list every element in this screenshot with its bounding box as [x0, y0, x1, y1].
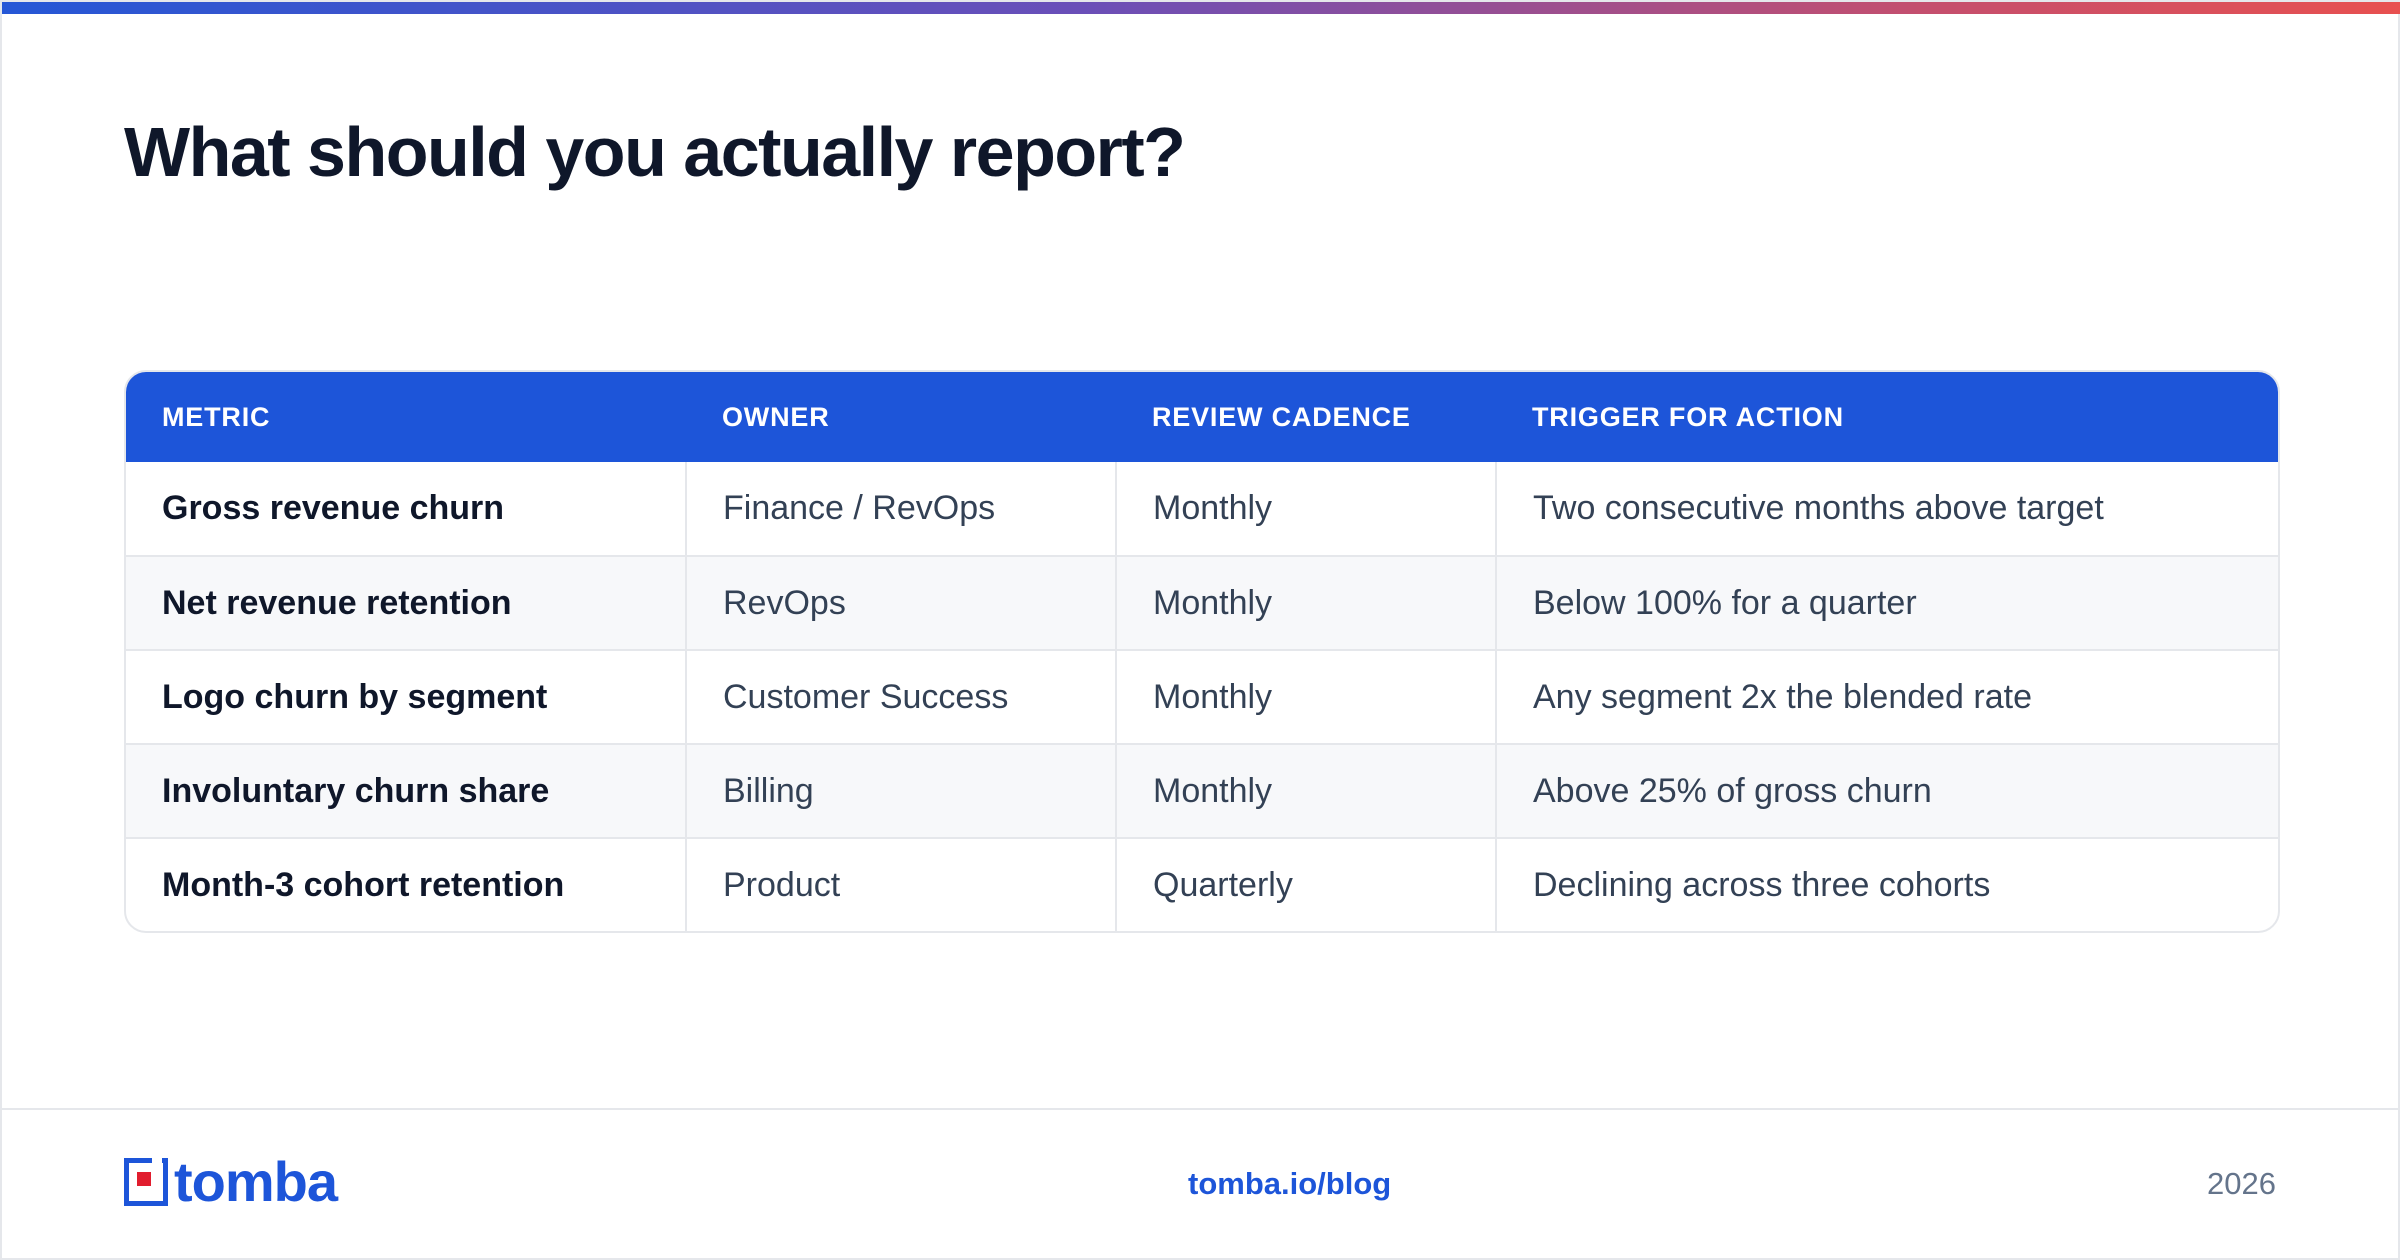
- header-trigger-for-action: TRIGGER FOR ACTION: [1532, 401, 1844, 432]
- logo-wordmark: tomba: [174, 1150, 338, 1213]
- cell-metric: Net revenue retention: [126, 555, 686, 650]
- header-metric: METRIC: [162, 401, 271, 432]
- tomba-logo[interactable]: tomba: [124, 1150, 338, 1213]
- table-row: Month-3 cohort retention Product Quarter…: [126, 837, 2278, 931]
- metrics-table-grid: METRIC OWNER REVIEW CADENCE TRIGGER FOR …: [126, 372, 2278, 931]
- cell-trigger: Above 25% of gross churn: [1495, 743, 2278, 838]
- cell-metric: Logo churn by segment: [126, 649, 686, 744]
- cell-cadence: Monthly: [1115, 462, 1496, 556]
- blog-link[interactable]: tomba.io/blog: [1188, 1166, 1392, 1201]
- cell-trigger: Two consecutive months above target: [1495, 462, 2278, 556]
- cell-owner: Customer Success: [685, 649, 1116, 744]
- cell-metric: Involuntary churn share: [126, 743, 686, 838]
- cell-owner: Finance / RevOps: [685, 462, 1116, 556]
- tomba-logo-mark-icon: [124, 1158, 168, 1206]
- cell-owner: Product: [685, 837, 1116, 931]
- cell-owner: RevOps: [685, 555, 1116, 650]
- cell-metric: Month-3 cohort retention: [126, 837, 686, 931]
- footer-year: 2026: [2207, 1166, 2276, 1201]
- footer-divider: [2, 1108, 2400, 1110]
- cell-trigger: Any segment 2x the blended rate: [1495, 649, 2278, 744]
- cell-cadence: Monthly: [1115, 555, 1496, 650]
- page-title: What should you actually report?: [124, 113, 1186, 191]
- cell-owner: Billing: [685, 743, 1116, 838]
- gradient-top-bar: [2, 2, 2400, 14]
- table-row: Gross revenue churn Finance / RevOps Mon…: [126, 462, 2278, 556]
- cell-trigger: Declining across three cohorts: [1495, 837, 2278, 931]
- cell-cadence: Quarterly: [1115, 837, 1496, 931]
- header-review-cadence: REVIEW CADENCE: [1152, 401, 1411, 432]
- cell-trigger: Below 100% for a quarter: [1495, 555, 2278, 650]
- table-row: Net revenue retention RevOps Monthly Bel…: [126, 555, 2278, 650]
- header-owner: OWNER: [722, 401, 830, 432]
- metrics-table: METRIC OWNER REVIEW CADENCE TRIGGER FOR …: [124, 370, 2280, 933]
- cell-metric: Gross revenue churn: [162, 489, 505, 527]
- table-row: Logo churn by segment Customer Success M…: [126, 649, 2278, 744]
- table-header-row: METRIC OWNER REVIEW CADENCE TRIGGER FOR …: [126, 372, 2278, 462]
- cell-cadence: Monthly: [1115, 743, 1496, 838]
- table-row: Involuntary churn share Billing Monthly …: [126, 743, 2278, 838]
- cell-cadence: Monthly: [1115, 649, 1496, 744]
